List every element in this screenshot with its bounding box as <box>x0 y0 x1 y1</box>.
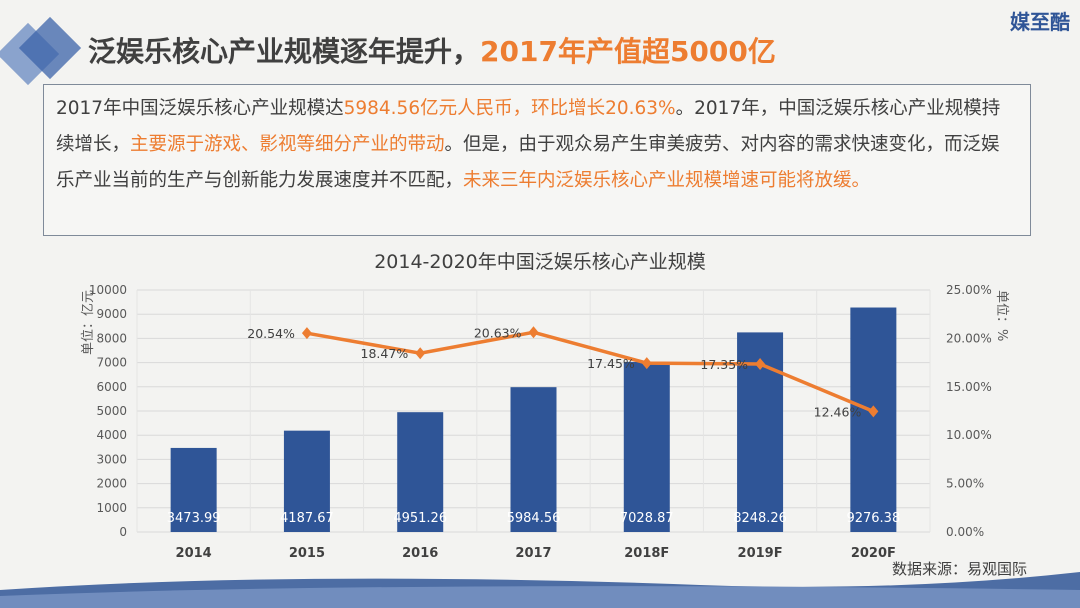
growth-line <box>306 330 875 414</box>
x-tick-label: 2017 <box>515 546 551 561</box>
y-tick-label: 2000 <box>96 477 127 491</box>
y2-tick-label: 10.00% <box>946 428 992 442</box>
y-tick-label: 10000 <box>89 283 127 297</box>
chart-title: 2014-2020年中国泛娱乐核心产业规模 <box>374 251 706 273</box>
line-label: 17.45% <box>587 356 635 371</box>
x-tick-label: 2020F <box>851 546 896 561</box>
bar <box>623 361 670 532</box>
brand-logo: 媒至酷 <box>1010 10 1070 34</box>
line-point <box>641 357 652 370</box>
title-highlight: 2017年产值超5000亿 <box>480 35 776 68</box>
y2-tick-label: 25.00% <box>946 283 992 297</box>
y2-tick-label: 0.00% <box>946 525 984 539</box>
title-main: 泛娱乐核心产业规模逐年提升， <box>88 35 481 68</box>
bar-label: 7028.87 <box>620 511 674 526</box>
bar-label: 9276.38 <box>846 511 900 526</box>
x-tick-label: 2015 <box>289 546 325 561</box>
summary-segment: 5984.56亿元人民币，环比增长20.63% <box>343 98 676 119</box>
line-point <box>415 347 426 360</box>
bar <box>397 412 444 532</box>
x-tick-label: 2018F <box>624 546 669 561</box>
bar <box>283 430 330 532</box>
bar <box>170 447 217 532</box>
summary-segment: 2017年中国泛娱乐核心产业规模达 <box>56 98 344 119</box>
y2-tick-label: 20.00% <box>946 331 992 345</box>
page-title: 泛娱乐核心产业规模逐年提升，2017年产值超5000亿 <box>88 30 776 70</box>
y-axis-label: 单位：亿元 <box>81 290 96 355</box>
line-point <box>528 326 539 339</box>
line-point <box>301 327 312 340</box>
y-tick-label: 1000 <box>96 501 127 515</box>
line-label: 20.54% <box>247 326 295 341</box>
y-tick-label: 5000 <box>96 404 127 418</box>
x-tick-label: 2014 <box>176 546 212 561</box>
line-label: 20.63% <box>474 325 522 340</box>
bar-label: 4187.67 <box>280 511 334 526</box>
line-label: 18.47% <box>361 346 409 361</box>
x-tick-label: 2019F <box>738 546 783 561</box>
summary-segment: 。2017年，中国泛娱乐核心产业规模持续增长， <box>56 98 1001 155</box>
y2-axis-label: 单位：% <box>994 290 1009 341</box>
y2-tick-label: 15.00% <box>946 380 992 394</box>
summary-segment: 。但是，由于观众易产生审美疲劳、对内容的需求快速变化，而泛娱乐产业当前的生产与创… <box>56 134 1000 191</box>
bar-label: 8248.26 <box>733 511 787 526</box>
bar <box>510 387 557 532</box>
y-tick-label: 8000 <box>96 331 127 345</box>
bar-label: 3473.99 <box>167 511 221 526</box>
y-tick-label: 9000 <box>96 307 127 321</box>
line-point <box>755 358 766 371</box>
data-source: 数据来源：易观国际 <box>892 560 1028 578</box>
y-tick-label: 7000 <box>96 356 127 370</box>
summary-segment: 未来三年内泛娱乐核心产业规模增速可能将放缓。 <box>463 170 871 191</box>
line-label: 17.35% <box>700 357 748 372</box>
bar <box>850 307 897 532</box>
summary-box: 2017年中国泛娱乐核心产业规模达5984.56亿元人民币，环比增长20.63%… <box>43 84 1031 236</box>
y-tick-label: 4000 <box>96 428 127 442</box>
y-tick-label: 3000 <box>96 452 127 466</box>
y-tick-label: 6000 <box>96 380 127 394</box>
y2-tick-label: 5.00% <box>946 477 984 491</box>
bar-label: 5984.56 <box>507 511 561 526</box>
y-tick-label: 0 <box>119 525 127 539</box>
line-label: 12.46% <box>814 404 862 419</box>
bar-label: 4951.26 <box>393 511 447 526</box>
x-tick-label: 2016 <box>402 546 438 561</box>
summary-segment: 主要源于游戏、影视等细分产业的带动 <box>130 134 445 155</box>
decor-swoosh-light <box>0 586 1080 608</box>
line-point <box>868 405 879 418</box>
